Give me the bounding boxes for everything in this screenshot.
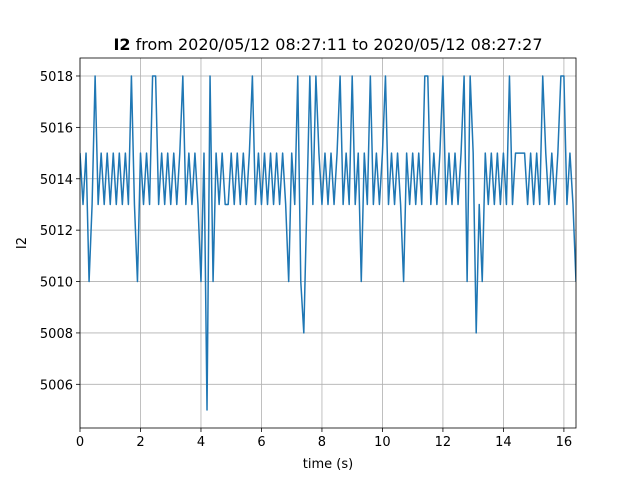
title-signal: I2 [113,35,130,54]
y-tick-label: 5014 [40,173,73,188]
x-tick-label: 10 [374,435,391,450]
y-tick-label: 5008 [40,327,73,342]
x-tick-label: 16 [556,435,573,450]
y-axis-label: I2 [15,237,30,249]
x-tick-label: 8 [318,435,326,450]
x-tick-label: 6 [257,435,265,450]
x-axis-label: time (s) [303,457,353,472]
title-text: from 2020/05/12 08:27:11 to 2020/05/12 0… [136,35,543,54]
chart-title: I2 from 2020/05/12 08:27:11 to 2020/05/1… [113,35,542,54]
y-tick-label: 5012 [40,224,73,239]
y-tick-label: 5006 [40,378,73,393]
x-tick-label: 12 [435,435,452,450]
x-tick-label: 14 [495,435,512,450]
y-tick-label: 5016 [40,121,73,136]
y-tick-label: 5018 [40,70,73,85]
x-tick-label: 2 [136,435,144,450]
y-tick-label: 5010 [40,276,73,291]
plot-frame [79,57,577,429]
x-tick-label: 4 [197,435,205,450]
x-tick-label: 0 [76,435,84,450]
data-line [80,75,576,411]
